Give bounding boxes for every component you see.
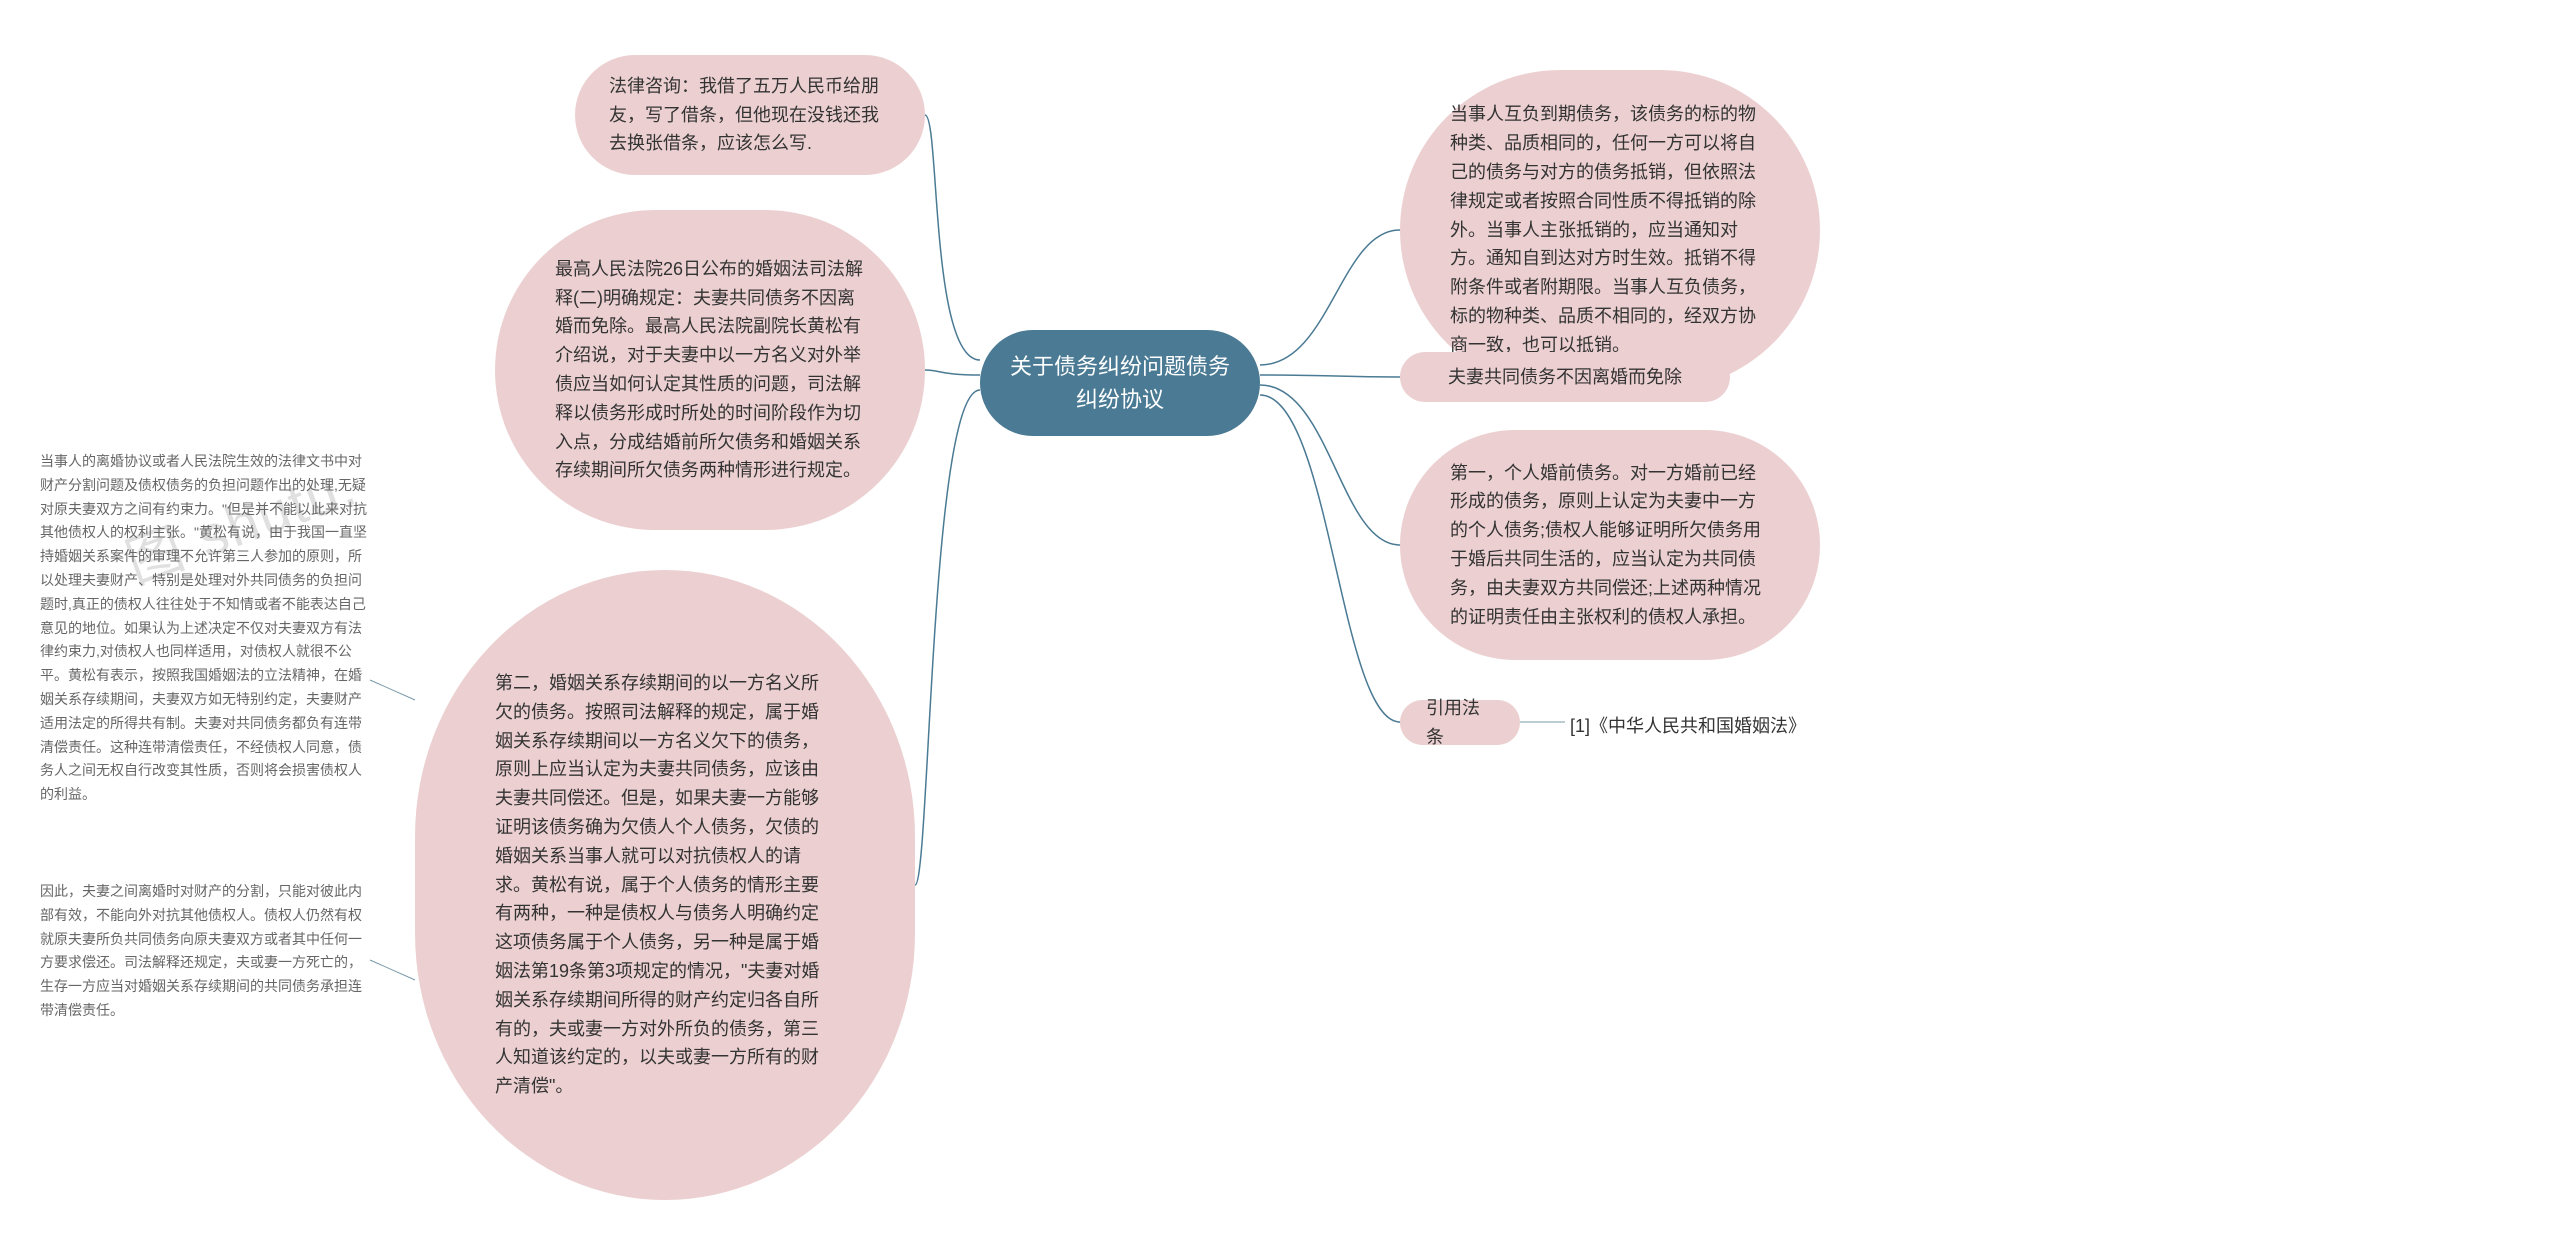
edge xyxy=(370,680,415,700)
node-first-point[interactable]: 第一，个人婚前债务。对一方婚前已经形成的债务，原则上认定为夫妻中一方的个人债务;… xyxy=(1400,430,1820,660)
node-text: 最高人民法院26日公布的婚姻法司法解释(二)明确规定：夫妻共同债务不因离婚而免除… xyxy=(555,255,865,485)
edge-layer xyxy=(0,0,2560,1255)
edge xyxy=(925,370,980,375)
node-text: 夫妻共同债务不因离婚而免除 xyxy=(1448,363,1682,392)
side-para-1: 当事人的离婚协议或者人民法院生效的法律文书中对财产分割问题及债权债务的负担问题作… xyxy=(40,450,370,807)
edge xyxy=(370,960,415,980)
edge xyxy=(1260,385,1400,545)
edge xyxy=(1260,395,1400,722)
edge xyxy=(1260,375,1400,377)
center-node[interactable]: 关于债务纠纷问题债务纠纷协议 xyxy=(980,330,1260,436)
node-supreme-court[interactable]: 最高人民法院26日公布的婚姻法司法解释(二)明确规定：夫妻共同债务不因离婚而免除… xyxy=(495,210,925,530)
center-label: 关于债务纠纷问题债务纠纷协议 xyxy=(1008,350,1232,416)
node-text: 当事人互负到期债务，该债务的标的物种类、品质相同的，任何一方可以将自己的债务与对… xyxy=(1450,100,1770,359)
node-offset-debt[interactable]: 当事人互负到期债务，该债务的标的物种类、品质相同的，任何一方可以将自己的债务与对… xyxy=(1400,70,1820,390)
node-text: 法律咨询：我借了五万人民币给朋友，写了借条，但他现在没钱还我去换张借条，应该怎么… xyxy=(609,72,891,158)
edge xyxy=(1260,230,1400,365)
edge xyxy=(915,390,980,885)
side-para-2: 因此，夫妻之间离婚时对财产的分割，只能对彼此内部有效，不能向外对抗其他债权人。债… xyxy=(40,880,370,1023)
node-text: 第一，个人婚前债务。对一方婚前已经形成的债务，原则上认定为夫妻中一方的个人债务;… xyxy=(1450,459,1770,632)
node-ref-label[interactable]: 引用法条 xyxy=(1400,700,1520,745)
node-text: 引用法条 xyxy=(1426,694,1494,752)
node-law-consult[interactable]: 法律咨询：我借了五万人民币给朋友，写了借条，但他现在没钱还我去换张借条，应该怎么… xyxy=(575,55,925,175)
node-text: 第二，婚姻关系存续期间的以一方名义所欠的债务。按照司法解释的规定，属于婚姻关系存… xyxy=(495,669,835,1101)
node-second-point[interactable]: 第二，婚姻关系存续期间的以一方名义所欠的债务。按照司法解释的规定，属于婚姻关系存… xyxy=(415,570,915,1200)
ref-detail: [1]《中华人民共和国婚姻法》 xyxy=(1570,712,1806,738)
node-divorce-exempt[interactable]: 夫妻共同债务不因离婚而免除 xyxy=(1400,352,1730,402)
edge xyxy=(925,115,980,360)
